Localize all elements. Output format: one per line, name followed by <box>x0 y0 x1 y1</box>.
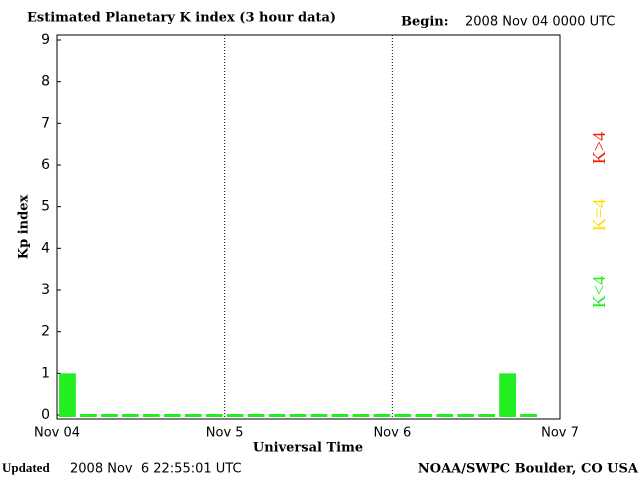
y-axis-label: Kp index <box>17 195 32 260</box>
y-tick-label: 2 <box>41 324 50 340</box>
legend-entry: K>4 <box>589 132 609 164</box>
y-tick-label: 4 <box>41 240 50 256</box>
x-tick-label: Nov 6 <box>373 426 411 441</box>
bar <box>520 414 537 417</box>
bar <box>247 414 265 417</box>
y-tick-label: 9 <box>41 32 50 48</box>
bar <box>121 414 139 417</box>
bar <box>331 414 349 417</box>
bar <box>478 414 496 417</box>
y-tick-label: 3 <box>41 282 50 298</box>
y-tick-label: 7 <box>41 115 50 131</box>
y-tick-label: 8 <box>41 74 50 90</box>
bar <box>457 414 475 417</box>
begin-value: 2008 Nov 04 0000 UTC <box>465 15 615 30</box>
bar <box>142 414 160 417</box>
bar <box>205 414 223 417</box>
x-tick-label: Nov 5 <box>206 426 244 441</box>
bar <box>226 414 244 417</box>
source: NOAA/SWPC Boulder, CO USA <box>418 462 639 477</box>
x-tick-label: Nov 04 <box>34 426 80 441</box>
bar <box>289 414 307 417</box>
bar <box>163 414 181 417</box>
y-tick-label: 1 <box>41 365 50 381</box>
updated-value: 2008 Nov 6 22:55:01 UTC <box>70 462 242 477</box>
bar <box>436 414 454 417</box>
bar <box>310 414 328 417</box>
legend-entry: K<4 <box>589 276 609 308</box>
plot-frame <box>56 34 561 420</box>
begin-label: Begin: <box>401 15 449 30</box>
bar <box>394 414 412 417</box>
bar <box>373 414 391 417</box>
bar <box>184 414 202 417</box>
bar <box>268 414 286 417</box>
bar <box>59 373 76 417</box>
y-tick-label: 6 <box>41 157 50 173</box>
legend-entry: K=4 <box>589 199 609 231</box>
bar <box>415 414 433 417</box>
x-axis-label: Universal Time <box>253 441 363 456</box>
updated-label: Updated <box>2 460 50 475</box>
y-tick-label: 0 <box>41 407 50 423</box>
bar <box>101 414 118 417</box>
x-tick-label: Nov 7 <box>541 426 579 441</box>
bar <box>499 373 516 417</box>
bar <box>80 414 97 417</box>
bar <box>352 414 370 417</box>
y-tick-label: 5 <box>41 199 50 215</box>
chart-title: Estimated Planetary K index (3 hour data… <box>27 11 336 26</box>
